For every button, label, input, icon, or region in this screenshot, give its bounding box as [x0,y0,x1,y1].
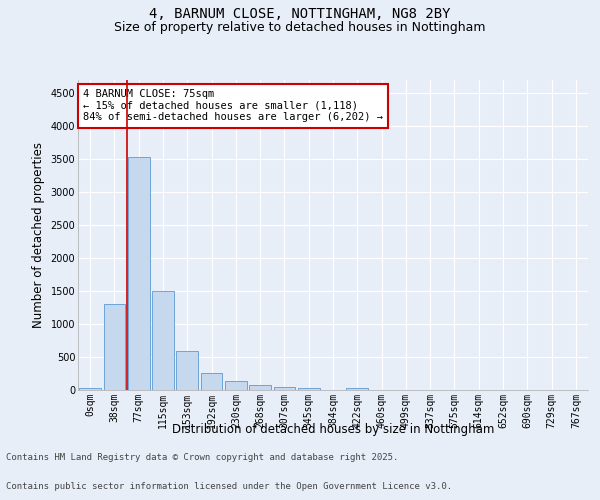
Bar [128,156,149,390]
Bar [79,388,101,390]
Bar [249,384,271,390]
Text: 4, BARNUM CLOSE, NOTTINGHAM, NG8 2BY: 4, BARNUM CLOSE, NOTTINGHAM, NG8 2BY [149,8,451,22]
Text: Contains public sector information licensed under the Open Government Licence v3: Contains public sector information licen… [6,482,452,491]
Bar [200,373,223,390]
Text: Size of property relative to detached houses in Nottingham: Size of property relative to detached ho… [114,21,486,34]
Text: Contains HM Land Registry data © Crown copyright and database right 2025.: Contains HM Land Registry data © Crown c… [6,454,398,462]
Bar [176,351,198,390]
Bar [152,291,174,390]
Bar [225,382,247,390]
Bar [298,388,320,390]
Bar [346,388,368,390]
Y-axis label: Number of detached properties: Number of detached properties [32,142,45,328]
Text: Distribution of detached houses by size in Nottingham: Distribution of detached houses by size … [172,422,494,436]
Bar [104,304,125,390]
Text: 4 BARNUM CLOSE: 75sqm
← 15% of detached houses are smaller (1,118)
84% of semi-d: 4 BARNUM CLOSE: 75sqm ← 15% of detached … [83,90,383,122]
Bar [274,387,295,390]
